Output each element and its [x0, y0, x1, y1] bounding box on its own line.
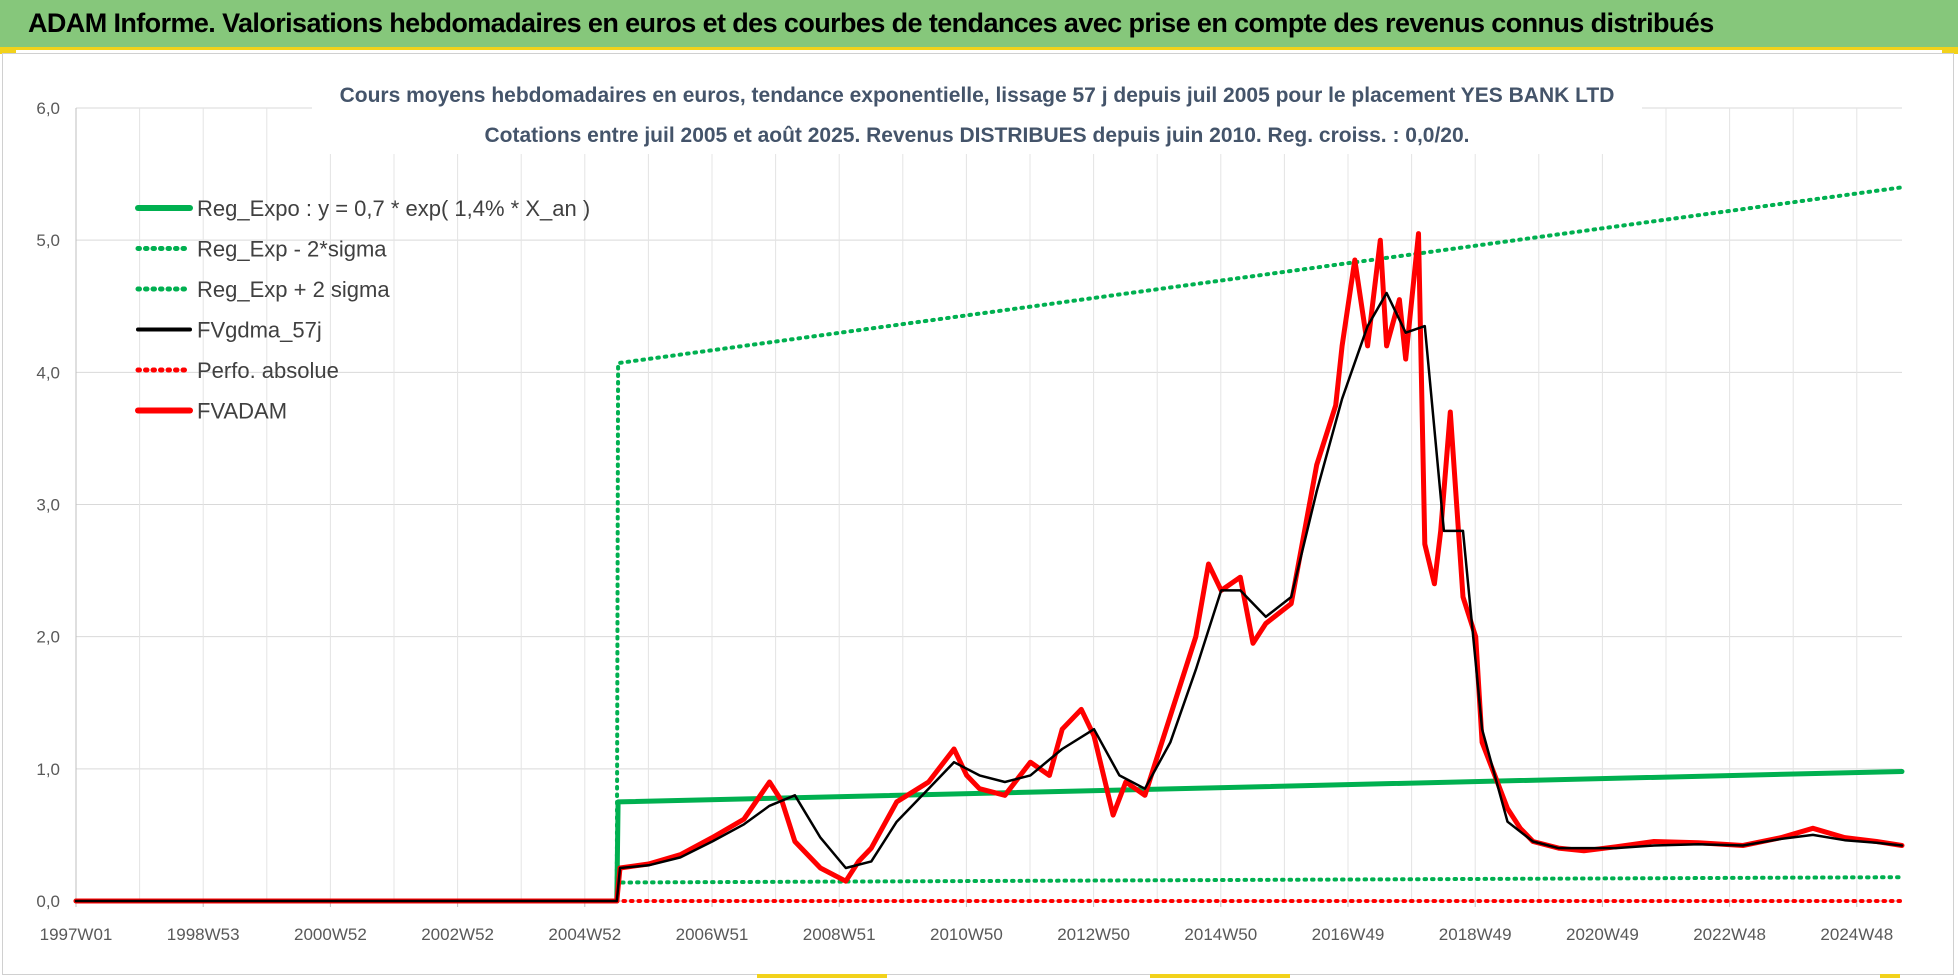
x-tick-label: 1997W01 — [40, 925, 113, 944]
bottom-marker-3 — [1880, 974, 1900, 978]
series-line-3 — [74, 291, 1904, 903]
chart-title-group: Cours moyens hebdomadaires en euros, ten… — [312, 78, 1642, 154]
y-tick-label: 6,0 — [36, 99, 60, 118]
y-axis-tick-labels: 0,0 1,0 2,0 3,0 4,0 5,0 6,0 — [36, 99, 60, 911]
x-tick-label: 2000W52 — [294, 925, 367, 944]
x-tick-label: 2016W49 — [1312, 925, 1385, 944]
legend-label: Perfo. absolue — [197, 358, 339, 383]
legend-label: Reg_Exp - 2*sigma — [197, 237, 387, 262]
legend: Reg_Expo : y = 0,7 * exp( 1,4% * X_an ) R… — [135, 196, 590, 424]
x-tick-label: 2008W51 — [803, 925, 876, 944]
x-tick-label: 2002W52 — [421, 925, 494, 944]
x-tick-label: 1998W53 — [167, 925, 240, 944]
series-layer — [73, 185, 1905, 904]
legend-label: Reg_Exp + 2 sigma — [197, 277, 390, 302]
chart-frame — [2, 53, 1954, 975]
y-tick-label: 2,0 — [36, 628, 60, 647]
corner-marker-left — [0, 48, 16, 54]
y-tick-label: 0,0 — [36, 892, 60, 911]
legend-label: FVgdma_57j — [197, 318, 322, 343]
series-line-5 — [73, 231, 1905, 904]
chart-subtitle: Cotations entre juil 2005 et août 2025. … — [485, 124, 1470, 147]
series-line-1 — [614, 875, 1904, 903]
y-tick-label: 3,0 — [36, 496, 60, 515]
x-tick-label: 2004W52 — [548, 925, 621, 944]
y-tick-label: 1,0 — [36, 760, 60, 779]
x-tick-label: 2010W50 — [930, 925, 1003, 944]
chart-title: Cours moyens hebdomadaires en euros, ten… — [340, 84, 1615, 107]
y-tick-label: 4,0 — [36, 363, 60, 382]
bottom-marker-1 — [757, 974, 887, 978]
legend-label: FVADAM — [197, 399, 287, 424]
x-tick-label: 2012W50 — [1057, 925, 1130, 944]
gridlines — [75, 107, 1902, 907]
x-tick-label: 2006W51 — [676, 925, 749, 944]
y-tick-label: 5,0 — [36, 231, 60, 250]
x-axis-tick-labels: 1997W01 1998W53 2000W52 2002W52 2004W52 2006W… — [40, 925, 1894, 944]
corner-marker-right — [1942, 48, 1958, 54]
legend-label: Reg_Expo : y = 0,7 * exp( 1,4% * X_an ) — [197, 196, 590, 221]
x-tick-label: 2018W49 — [1439, 925, 1512, 944]
x-tick-label: 2022W48 — [1693, 925, 1766, 944]
report-title: ADAM Informe. Valorisations hebdomadaire… — [28, 8, 1714, 38]
x-tick-label: 2024W48 — [1820, 925, 1893, 944]
series-line-2 — [614, 185, 1904, 903]
x-tick-label: 2020W49 — [1566, 925, 1639, 944]
report-banner: ADAM Informe. Valorisations hebdomadaire… — [0, 0, 1958, 50]
x-tick-label: 2014W50 — [1184, 925, 1257, 944]
bottom-marker-2 — [1150, 974, 1290, 978]
